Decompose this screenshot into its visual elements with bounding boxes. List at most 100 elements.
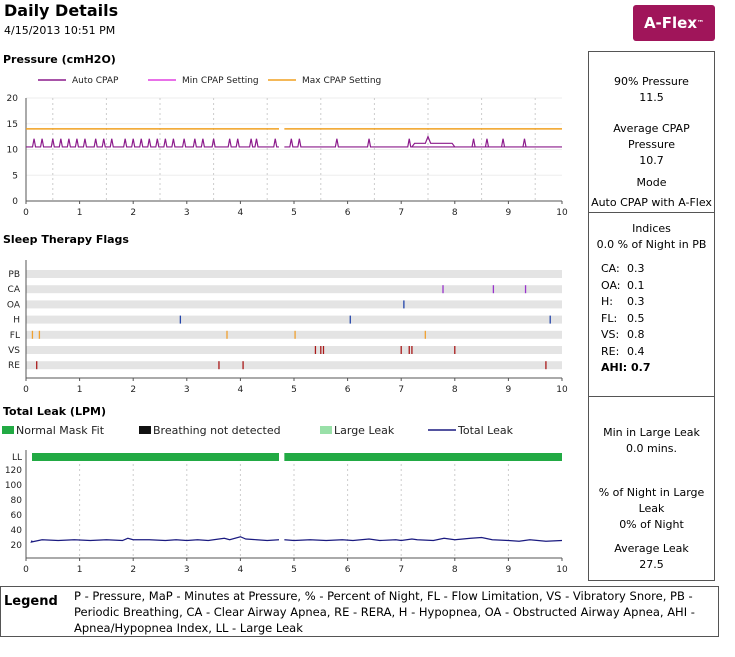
- index-value: 0.8: [627, 328, 645, 341]
- total-leak-line: [30, 536, 280, 543]
- y-tick-label: 100: [5, 481, 22, 491]
- pressure-section-title: Pressure (cmH2O): [3, 53, 116, 66]
- x-tick-label: 8: [452, 565, 458, 575]
- legend-box: Legend P - Pressure, MaP - Minutes at Pr…: [0, 586, 719, 637]
- y-tick-label: 120: [5, 466, 22, 476]
- flag-row-label: H: [13, 316, 20, 326]
- series-legend-label: Max CPAP Setting: [302, 76, 381, 86]
- flag-row-label: OA: [7, 300, 21, 310]
- auto-cpap-line: [284, 135, 562, 148]
- index-label: OA:: [601, 278, 621, 292]
- flags-chart: PB CA OA H FL VS RE 0 1 2 3 4 5 6 7 8 9 10: [7, 260, 568, 395]
- avg-leak-value: 27.5: [639, 558, 664, 571]
- index-value: 0.5: [627, 311, 645, 325]
- pct-large-leak-label: % of Night in Large Leak: [598, 486, 705, 515]
- x-tick-label: 10: [556, 565, 568, 575]
- p90-label: 90% Pressure: [614, 75, 689, 88]
- x-tick-label: 9: [506, 565, 512, 575]
- index-value: 0.3: [627, 262, 645, 275]
- x-tick-label: 5: [291, 385, 297, 395]
- flag-band: [26, 346, 562, 354]
- series-legend-label: Min CPAP Setting: [182, 76, 259, 86]
- avg-leak-label: Average Leak: [614, 542, 689, 555]
- x-tick-label: 4: [238, 565, 244, 575]
- ahi-value: 0.7: [631, 361, 651, 374]
- legend-text: P - Pressure, MaP - Minutes at Pressure,…: [74, 589, 695, 635]
- x-tick-label: 6: [345, 208, 351, 218]
- x-tick-label: 1: [77, 208, 83, 218]
- index-row: OA: 0.1: [601, 278, 714, 295]
- normal-mask-fit-bar: [32, 453, 279, 461]
- indices-list: CA: 0.3 OA: 0.1 H: 0.3 FL: 0.5 VS: 0.8 RE: 0.4 AHI: 0…: [589, 261, 714, 377]
- index-row: CA: 0.3: [601, 261, 714, 278]
- normal-mask-fit-bar: [284, 453, 562, 461]
- a-flex-logo: A-Flex ™: [633, 5, 715, 41]
- flag-band: [26, 315, 562, 324]
- index-row: RE: 0.4: [601, 344, 714, 361]
- y-tick-label: 60: [11, 511, 23, 521]
- x-tick-label: 4: [238, 385, 244, 395]
- mode-value: Auto CPAP with A-Flex: [591, 196, 712, 209]
- ll-axis-label: LL: [12, 453, 22, 463]
- x-tick-label: 1: [77, 385, 83, 395]
- ahi-label: AHI:: [601, 361, 628, 374]
- index-row: FL: 0.5: [601, 311, 714, 328]
- pressure-stats-panel: 90% Pressure 11.5 Average CPAP Pressure …: [588, 51, 715, 213]
- x-tick-label: 3: [184, 565, 190, 575]
- x-tick-label: 0: [23, 208, 29, 218]
- leak-stats-panel: Min in Large Leak 0.0 mins. % of Night i…: [588, 396, 715, 581]
- leak-legend-label: Normal Mask Fit: [16, 424, 105, 437]
- x-tick-label: 10: [556, 208, 568, 218]
- leak-section-title: Total Leak (LPM): [3, 405, 106, 418]
- total-leak-line: [284, 536, 563, 542]
- index-row: VS: 0.8: [601, 327, 714, 344]
- x-tick-label: 4: [238, 208, 244, 218]
- leak-chart: Normal Mask Fit Breathing not detected Lar…: [2, 424, 568, 575]
- y-tick-label: 5: [12, 171, 18, 181]
- min-large-leak-label: Min in Large Leak: [603, 426, 700, 439]
- x-tick-label: 9: [506, 208, 512, 218]
- index-label: H:: [601, 295, 613, 308]
- mode-label: Mode: [636, 176, 667, 189]
- x-tick-label: 3: [184, 385, 190, 395]
- x-tick-label: 3: [184, 208, 190, 218]
- auto-cpap-line: [26, 138, 279, 148]
- x-tick-label: 6: [345, 565, 351, 575]
- avg-pressure-value: 10.7: [639, 154, 664, 167]
- x-tick-label: 2: [130, 565, 136, 575]
- x-tick-label: 7: [398, 208, 404, 218]
- leak-legend-label: Breathing not detected: [153, 424, 281, 437]
- p90-value: 11.5: [639, 91, 664, 104]
- x-tick-label: 2: [130, 208, 136, 218]
- pressure-chart: Auto CPAP Min CPAP Setting Max CPAP Settin…: [7, 76, 568, 218]
- flag-band: [26, 330, 562, 339]
- y-tick-label: 40: [11, 526, 23, 536]
- y-tick-label: 80: [11, 496, 23, 506]
- logo-trademark: ™: [697, 19, 705, 27]
- index-label: RE:: [601, 344, 620, 358]
- index-value: 0.3: [627, 295, 645, 308]
- page-title: Daily Details: [4, 1, 119, 20]
- indices-panel: Indices 0.0 % of Night in PB CA: 0.3 OA: 0.…: [588, 212, 715, 397]
- series-legend-label: Auto CPAP: [72, 76, 119, 86]
- index-label: CA:: [601, 262, 620, 275]
- x-tick-label: 0: [23, 565, 29, 575]
- min-large-leak-value: 0.0 mins.: [626, 442, 677, 455]
- legend-title: Legend: [4, 594, 58, 609]
- x-tick-label: 1: [77, 565, 83, 575]
- leak-legend-label: Large Leak: [334, 424, 395, 437]
- flag-band: [26, 361, 562, 370]
- x-tick-label: 7: [398, 565, 404, 575]
- report-date: 4/15/2013 10:51 PM: [4, 24, 116, 37]
- x-tick-label: 7: [398, 385, 404, 395]
- y-tick-label: 20: [7, 94, 19, 104]
- index-value: 0.4: [627, 344, 645, 358]
- ahi-row: AHI: 0.7: [601, 360, 714, 377]
- leak-legend-label: Total Leak: [457, 424, 514, 437]
- x-tick-label: 5: [291, 208, 297, 218]
- x-tick-label: 0: [23, 385, 29, 395]
- x-tick-label: 8: [452, 208, 458, 218]
- logo-text: A-Flex: [643, 14, 698, 32]
- flag-band: [26, 285, 562, 294]
- x-tick-label: 6: [345, 385, 351, 395]
